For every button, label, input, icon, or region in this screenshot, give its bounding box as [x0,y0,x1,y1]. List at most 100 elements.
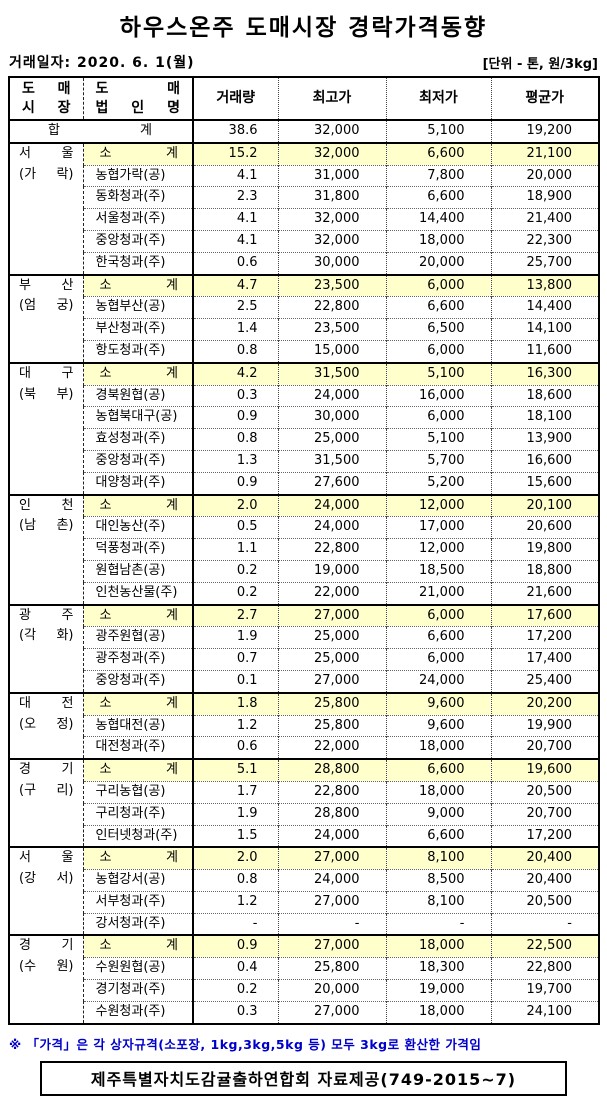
market-cell: 인 천 (남 촌) [9,493,84,605]
volume-cell: 0.9 [193,934,279,958]
table-row: 한국청과(주) 0.6 30,000 20,000 25,700 [9,251,599,275]
table-row: 광주청과(주) 0.7 25,000 6,000 17,400 [9,648,599,671]
table-row: 부산청과(주) 1.4 23,500 6,500 14,100 [9,318,599,341]
volume-cell: 0.7 [193,648,279,671]
low-cell: 6,000 [386,648,492,671]
low-cell: 21,000 [386,581,492,605]
high-cell: 24,000 [278,516,387,539]
corporation-cell: 원협남촌(공) [83,559,194,583]
volume-cell: 0.6 [193,736,279,760]
corporation-cell: 덕풍청과(주) [83,538,194,561]
high-cell: 27,000 [278,669,387,693]
avg-cell: 17,400 [491,648,599,671]
meta-row: 거래일자: 2020. 6. 1(월) [단위 - 톤, 원/3kg] [9,52,598,72]
source-box: 제주특별자치도감귤출하연합회 자료제공(749-2015~7) [40,1060,567,1096]
high-cell: 24,000 [278,869,387,892]
corporation-cell: 대전청과(주) [83,736,194,760]
volume-cell: 0.8 [193,428,279,451]
subtotal-row: 광 주 (각 화) 소 계 2.7 27,000 6,000 17,600 [9,603,599,693]
volume-cell: 0.3 [193,384,279,407]
avg-cell: 19,200 [526,123,573,138]
avg-cell: 18,900 [491,186,599,209]
avg-cell: 20,700 [491,736,599,760]
volume-cell: 0.2 [193,559,279,583]
table-row: 농협부산(공) 2.5 22,800 6,600 14,400 [9,296,599,319]
avg-cell: 20,600 [491,516,599,539]
low-cell: 8,100 [386,846,492,870]
volume-cell: 0.6 [193,251,279,275]
volume-cell: 4.2 [193,361,279,386]
avg-cell: 20,200 [491,691,599,716]
table-row: 원협남촌(공) 0.2 19,000 18,500 18,800 [9,559,599,583]
table-row: 강서청과(주) - - - - [9,912,599,936]
avg-cell: 13,900 [491,428,599,451]
volume-cell: 0.4 [193,957,279,980]
corporation-cell: 중앙청과(주) [83,669,194,693]
subtotal-row: 대 구 (북 부) 소 계 4.2 31,500 5,100 16,300 [9,361,599,495]
high-cell: 31,000 [278,164,387,187]
volume-cell: 15.2 [193,141,279,166]
volume-cell: 2.3 [193,186,279,209]
volume-cell: 0.9 [193,406,279,429]
high-cell: 25,000 [278,648,387,671]
avg-cell: 20,400 [491,869,599,892]
subtotal-row: 대 전 (오 정) 소 계 1.8 25,800 9,600 20,200 [9,691,599,760]
table-row: 효성청과(주) 0.8 25,000 5,100 13,900 [9,428,599,451]
volume-cell: 1.2 [193,714,279,737]
corporation-cell: 서부청과(주) [83,890,194,914]
avg-cell: 16,300 [491,361,599,386]
low-cell: 14,400 [386,208,492,231]
high-cell: 31,500 [278,361,387,386]
avg-cell: - [491,912,599,936]
low-cell: 18,000 [386,736,492,760]
high-cell: 32,000 [278,208,387,231]
trade-date-label: 거래일자: 2020. 6. 1(월) [9,55,195,71]
high-cell: 23,500 [278,273,387,297]
high-cell: 31,800 [278,186,387,209]
market-cell: 경 기 (구 리) [9,758,84,848]
subtotal-row: 경 기 (구 리) 소 계 5.1 28,800 6,600 19,600 [9,758,599,848]
low-cell: 6,000 [386,273,492,297]
volume-cell: 2.7 [193,603,279,627]
volume-cell: 1.9 [193,802,279,825]
volume-cell: 0.9 [193,471,279,495]
low-cell: 18,000 [386,1000,492,1024]
high-cell: 27,000 [278,934,387,958]
table-row: 수원원협(공) 0.4 25,800 18,300 22,800 [9,957,599,980]
table-row: 경북원협(공) 0.3 24,000 16,000 18,600 [9,384,599,407]
table-row: 경기청과(주) 0.2 20,000 19,000 19,700 [9,979,599,1002]
table-row: 농협가락(공) 4.1 31,000 7,800 20,000 [9,164,599,187]
corporation-cell: 효성청과(주) [83,428,194,451]
low-cell: 6,600 [386,296,492,319]
high-cell: 24,000 [278,493,387,517]
high-cell: 32,000 [278,120,387,143]
low-cell: 18,000 [386,780,492,804]
volume-cell: 0.2 [193,979,279,1002]
header-high-price: 최고가 [278,77,387,121]
volume-cell: 4.1 [193,164,279,187]
high-cell: 32,000 [278,229,387,253]
high-cell: 24,000 [278,824,387,848]
corporation-cell: 부산청과(주) [83,318,194,341]
high-cell: - [278,912,387,936]
volume-cell: 0.5 [193,516,279,539]
low-cell: 17,000 [386,516,492,539]
volume-cell: 1.1 [193,538,279,561]
table-row: 농협강서(공) 0.8 24,000 8,500 20,400 [9,869,599,892]
high-cell: 22,800 [278,538,387,561]
price-footnote: ※ 「가격」은 각 상자규격(소포장, 1kg,3kg,5kg 등) 모두 3k… [9,1036,482,1052]
low-cell: 7,800 [386,164,492,187]
high-cell: 31,500 [278,449,387,473]
volume-cell: 1.8 [193,691,279,716]
avg-cell: 22,500 [491,934,599,958]
high-cell: 20,000 [278,979,387,1002]
market-cell: 대 전 (오 정) [9,691,84,760]
